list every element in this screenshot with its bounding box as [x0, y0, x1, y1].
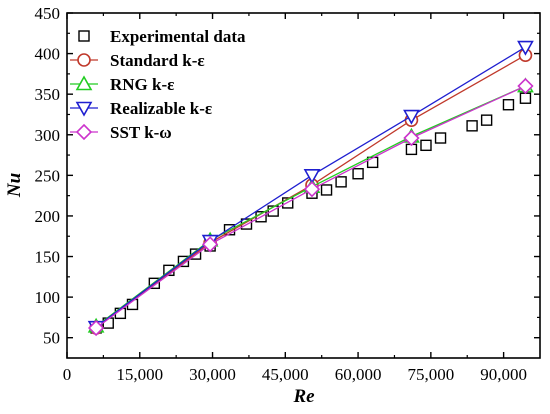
data-point — [502, 99, 515, 111]
legend-item-3: Realizable k-ε — [70, 99, 212, 118]
data-point — [403, 109, 420, 125]
x-tick-label: 45,000 — [262, 365, 309, 384]
data-point — [466, 120, 478, 132]
data-point — [517, 40, 534, 56]
data-point — [420, 139, 432, 152]
legend-item-1: Standard k-ε — [70, 51, 205, 70]
series-4 — [87, 77, 534, 337]
data-point — [87, 319, 105, 337]
data-point — [434, 132, 447, 144]
data-point — [519, 92, 532, 104]
legend-label: Standard k-ε — [110, 51, 205, 70]
y-tick-label: 350 — [35, 85, 61, 104]
x-tick-label: 15,000 — [116, 365, 163, 384]
legend-marker — [78, 30, 90, 42]
legend-item-4: SST k-ω — [70, 123, 172, 142]
y-tick-label: 450 — [35, 4, 61, 23]
data-point — [320, 184, 333, 196]
data-point — [303, 169, 321, 184]
x-tick-label: 75,000 — [407, 365, 454, 384]
data-point — [403, 129, 420, 147]
data-point — [335, 176, 347, 188]
legend-marker — [75, 123, 93, 141]
legend-marker — [75, 75, 93, 91]
y-tick-label: 250 — [35, 166, 61, 185]
y-tick-label: 200 — [35, 207, 61, 226]
legend-label: SST k-ω — [110, 123, 172, 142]
legend: Experimental data Standard k-ε RNG k-ε Real… — [70, 27, 246, 142]
legend-label: Experimental data — [110, 27, 246, 46]
legend-label: RNG k-ε — [110, 75, 174, 94]
legend-item-2: RNG k-ε — [70, 75, 174, 94]
plot-background — [67, 13, 540, 358]
y-tick-label: 400 — [35, 45, 61, 64]
legend-label: Realizable k-ε — [110, 99, 212, 118]
data-point — [480, 114, 493, 126]
legend-marker — [75, 101, 93, 117]
legend-marker — [77, 53, 91, 67]
x-tick-label: 30,000 — [189, 365, 236, 384]
series-layer — [87, 40, 534, 337]
data-point — [267, 205, 279, 217]
x-tick-label: 60,000 — [335, 365, 382, 384]
x-axis-title: Re — [292, 386, 315, 407]
y-axis-title: Nu — [4, 173, 25, 198]
y-tick-label: 150 — [35, 248, 61, 267]
x-tick-label: 90,000 — [480, 365, 527, 384]
data-point — [303, 181, 321, 198]
y-tick-label: 50 — [43, 329, 60, 348]
data-point — [366, 156, 379, 169]
legend-item-0: Experimental data — [78, 27, 246, 46]
y-tick-label: 100 — [35, 288, 61, 307]
plot-frame — [66, 12, 541, 359]
y-tick-label: 300 — [35, 126, 61, 145]
x-tick-label: 0 — [63, 365, 72, 384]
data-point — [517, 77, 534, 95]
data-point — [201, 236, 219, 253]
axes-layer: 0 15,000 30,000 45,000 60,000 75,000 90,000 50 1… — [35, 4, 541, 384]
data-point — [352, 168, 364, 180]
